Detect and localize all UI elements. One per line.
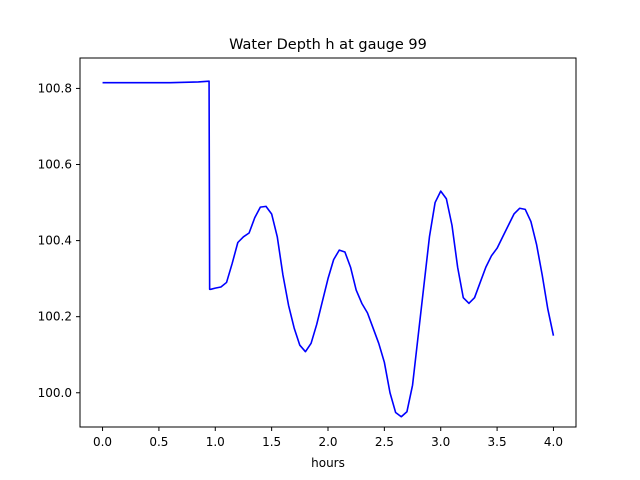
y-tick-label: 100.4	[38, 234, 72, 248]
x-tick-label: 0.5	[149, 435, 168, 449]
y-tick-label: 100.6	[38, 158, 72, 172]
axes-frame	[79, 57, 577, 428]
x-tick-label: 1.0	[206, 435, 225, 449]
x-axis: 0.0 0.5 1.0 1.5 2.0 2.5 3.0 3.5 4.0	[93, 427, 563, 449]
y-tick-label: 100.2	[38, 310, 72, 324]
chart-title: Water Depth h at gauge 99	[229, 37, 427, 53]
x-tick-label: 0.0	[93, 435, 112, 449]
series-line	[102, 80, 555, 418]
x-tick-label: 4.0	[544, 435, 563, 449]
x-axis-label: hours	[311, 456, 345, 470]
x-tick-label: 2.5	[375, 435, 394, 449]
series-layer	[102, 80, 555, 418]
y-axis: 100.0 100.2 100.4 100.6 100.8	[38, 81, 80, 400]
x-tick-label: 3.0	[431, 435, 450, 449]
x-tick-label: 3.5	[488, 435, 507, 449]
x-tick-label: 2.0	[318, 435, 337, 449]
y-tick-label: 100.8	[38, 81, 72, 95]
x-tick-label: 1.5	[262, 435, 281, 449]
y-tick-label: 100.0	[38, 386, 72, 400]
